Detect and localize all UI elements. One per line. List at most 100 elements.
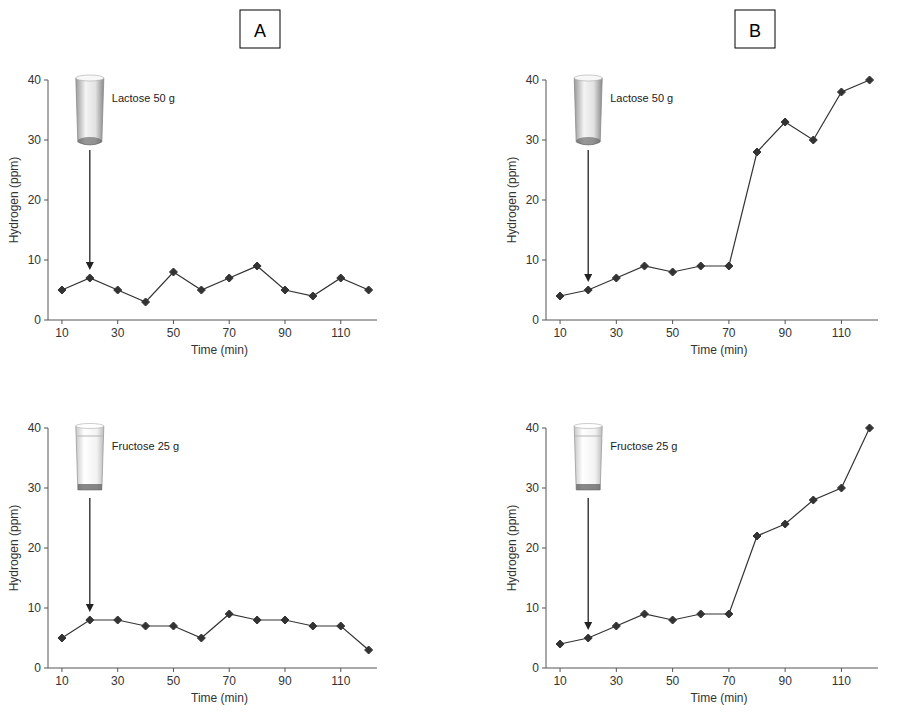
water-glass — [574, 426, 602, 490]
data-line — [560, 80, 869, 296]
data-point — [197, 634, 205, 642]
y-tick — [542, 260, 546, 261]
data-point — [781, 520, 789, 528]
x-tick — [117, 668, 118, 672]
data-line — [62, 614, 369, 650]
milk-glass — [574, 78, 602, 145]
x-tick — [728, 668, 729, 672]
x-axis-title: Time (min) — [191, 343, 248, 357]
y-tick-label: 0 — [532, 661, 539, 675]
x-tick-label: 90 — [278, 674, 292, 688]
arrow-shaft — [89, 498, 90, 606]
y-tick — [44, 428, 48, 429]
annotation-label: Fructose 25 g — [610, 440, 677, 452]
data-point — [281, 286, 289, 294]
x-tick-label: 30 — [111, 674, 125, 688]
x-tick-label: 50 — [167, 326, 181, 340]
x-tick — [560, 320, 561, 324]
data-point — [866, 76, 874, 84]
x-axis-title: Time (min) — [691, 691, 748, 705]
data-point — [309, 292, 317, 300]
y-tick — [44, 320, 48, 321]
x-tick — [841, 320, 842, 324]
x-tick — [61, 320, 62, 324]
x-axis — [546, 668, 878, 669]
x-tick-label: 30 — [610, 326, 624, 340]
arrow-shaft — [89, 150, 90, 264]
y-tick-label: 40 — [28, 421, 42, 435]
x-axis — [546, 320, 878, 321]
x-tick-label: 30 — [610, 674, 624, 688]
data-point — [169, 622, 177, 630]
y-tick — [542, 200, 546, 201]
data-group — [58, 610, 373, 654]
data-point — [640, 610, 648, 618]
data-point — [669, 616, 677, 624]
y-tick — [542, 140, 546, 141]
x-tick — [560, 668, 561, 672]
x-tick — [672, 320, 673, 324]
arrow-shaft — [588, 498, 589, 624]
y-tick — [44, 668, 48, 669]
x-tick — [728, 320, 729, 324]
x-tick-label: 70 — [722, 326, 736, 340]
data-point — [114, 286, 122, 294]
panel-label: A — [254, 21, 266, 41]
milk-glass — [76, 78, 104, 145]
y-tick — [542, 668, 546, 669]
y-tick-label: 30 — [526, 133, 540, 147]
data-point — [697, 262, 705, 270]
x-tick-label: 90 — [778, 674, 792, 688]
data-point — [142, 622, 150, 630]
data-point — [58, 634, 66, 642]
data-point — [781, 118, 789, 126]
x-tick — [616, 320, 617, 324]
y-axis-title: Hydrogen (ppm) — [7, 157, 21, 244]
data-group — [556, 76, 873, 300]
y-tick-label: 10 — [526, 253, 540, 267]
y-tick-label: 10 — [28, 253, 42, 267]
data-point — [86, 274, 94, 282]
y-tick — [44, 260, 48, 261]
y-tick — [44, 488, 48, 489]
glass-base — [78, 137, 102, 145]
data-point — [612, 274, 620, 282]
glass-base — [78, 484, 102, 490]
y-tick-label: 30 — [526, 481, 540, 495]
panel-label: B — [749, 21, 761, 41]
arrow-head — [584, 622, 592, 630]
y-tick-label: 20 — [526, 193, 540, 207]
data-point — [753, 532, 761, 540]
x-tick — [117, 320, 118, 324]
data-point — [725, 610, 733, 618]
y-tick-label: 10 — [28, 601, 42, 615]
y-tick — [542, 608, 546, 609]
data-point — [58, 286, 66, 294]
x-tick-label: 90 — [778, 326, 792, 340]
x-tick — [229, 668, 230, 672]
x-axis — [48, 320, 377, 321]
x-tick — [61, 668, 62, 672]
x-tick — [785, 668, 786, 672]
annotation-arrow — [86, 498, 94, 612]
x-tick-label: 50 — [666, 674, 680, 688]
x-tick-label: 70 — [223, 326, 237, 340]
x-tick-label: 110 — [832, 674, 851, 688]
arrow-head — [584, 274, 592, 282]
data-point — [225, 274, 233, 282]
data-point — [669, 268, 677, 276]
chart: 0102030401030507090110Time (min)Hydrogen… — [505, 73, 878, 357]
data-point — [697, 610, 705, 618]
y-axis-title: Hydrogen (ppm) — [505, 505, 519, 592]
annotation-label: Lactose 50 g — [112, 92, 175, 104]
y-tick — [542, 488, 546, 489]
annotation-arrow — [584, 498, 592, 630]
glass-rim — [76, 75, 104, 81]
data-point — [866, 424, 874, 432]
data-point — [837, 88, 845, 96]
x-tick-label: 50 — [167, 674, 181, 688]
panel-label-box — [735, 10, 775, 48]
glass-base — [576, 137, 600, 145]
x-tick-label: 10 — [55, 674, 69, 688]
glass-rim — [76, 424, 104, 429]
